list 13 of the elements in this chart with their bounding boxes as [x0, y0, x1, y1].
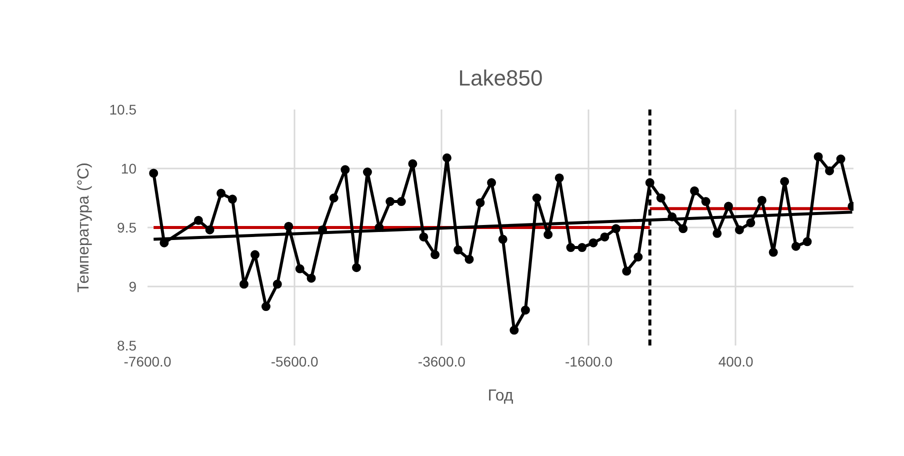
y-tick-label: 8.5 — [117, 338, 137, 354]
y-tick-label: 9 — [128, 278, 137, 294]
y-tick-label: 10.5 — [109, 102, 137, 118]
y-axis-title: Температура (°C) — [75, 162, 92, 292]
y-tick-label: 10 — [120, 160, 137, 176]
x-tick-label: -1600.0 — [565, 354, 613, 370]
x-tick-label: -5600.0 — [270, 354, 319, 370]
y-tick-label: 9.5 — [117, 220, 137, 236]
x-tick-label: 400.0 — [718, 354, 754, 370]
x-tick-label: -7600.0 — [124, 354, 172, 370]
x-axis-title: Год — [488, 388, 514, 404]
x-tick-label: -3600.0 — [418, 354, 466, 370]
chart-title: Lake850 — [458, 66, 543, 90]
